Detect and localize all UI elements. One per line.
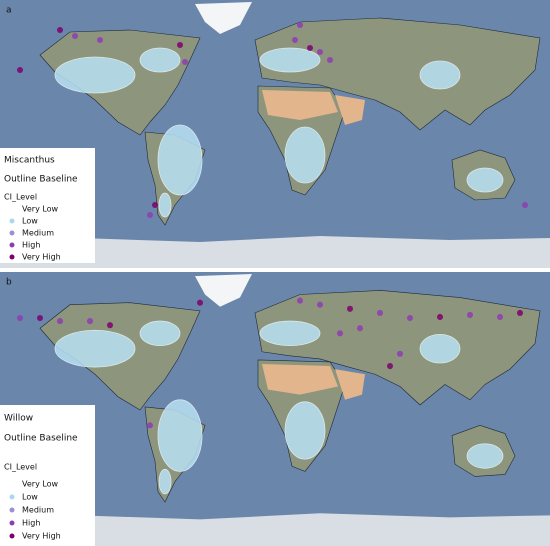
- ci-point: [327, 57, 333, 63]
- legend-label: Very High: [22, 532, 61, 541]
- ci-point: [307, 45, 313, 51]
- legend-label: Very Low: [22, 480, 59, 489]
- ci-point: [152, 202, 158, 208]
- legend-heading: CI_Level: [4, 193, 37, 202]
- ci-point: [17, 67, 23, 73]
- ci-point: [37, 314, 43, 322]
- ci-point: [497, 313, 503, 321]
- suitability-area: [419, 333, 461, 364]
- ci-point: [87, 318, 93, 325]
- legend-box: [0, 405, 95, 546]
- greenland: [195, 2, 252, 34]
- ci-point: [437, 313, 443, 321]
- suitability-area: [284, 401, 326, 460]
- suitability-area: [284, 126, 326, 184]
- ci-point: [522, 202, 528, 208]
- ci-point: [147, 212, 153, 218]
- ci-point: [107, 322, 113, 329]
- desert: [335, 369, 365, 400]
- legend-title: Willow: [4, 414, 33, 424]
- suitability-area: [158, 192, 172, 218]
- suitability-area: [466, 167, 504, 193]
- ci-point: [357, 325, 363, 332]
- ci-point: [407, 314, 413, 322]
- suitability-area: [139, 320, 181, 347]
- ci-point: [177, 42, 183, 48]
- ci-point: [147, 422, 153, 429]
- suitability-area: [466, 443, 504, 469]
- ci-point: [517, 309, 523, 316]
- suitability-area: [157, 124, 203, 196]
- panel-label: a: [6, 6, 12, 16]
- legend-marker: [9, 533, 15, 539]
- ci-point: [317, 301, 323, 308]
- legend-label: Low: [22, 217, 38, 226]
- ci-point: [387, 362, 393, 370]
- legend-marker: [9, 494, 15, 500]
- legend-label: Medium: [22, 506, 54, 515]
- legend-box: [0, 148, 95, 263]
- ci-point: [467, 311, 473, 319]
- legend-marker: [9, 206, 15, 212]
- antarctica: [0, 513, 550, 546]
- desert: [262, 364, 338, 395]
- panel-label: b: [6, 278, 12, 288]
- ci-point: [97, 37, 103, 43]
- legend-title: Miscanthus: [4, 156, 55, 166]
- legend-label: High: [22, 519, 40, 528]
- legend-label: Medium: [22, 229, 54, 238]
- legend-subtitle: Outline Baseline: [4, 175, 78, 185]
- antarctica: [0, 236, 550, 268]
- ci-point: [57, 27, 63, 33]
- ci-point: [72, 33, 78, 39]
- legend-marker: [9, 481, 15, 487]
- legend-marker: [9, 254, 15, 260]
- suitability-area: [259, 47, 321, 73]
- legend-label: Very High: [22, 253, 61, 262]
- ci-point: [317, 49, 323, 55]
- ci-point: [57, 318, 63, 325]
- suitability-area: [139, 47, 181, 73]
- legend-subtitle: Outline Baseline: [4, 434, 78, 444]
- legend-marker: [9, 230, 15, 236]
- ci-point: [197, 299, 203, 306]
- legend-label: Very Low: [22, 205, 59, 214]
- suitability-area: [157, 399, 203, 472]
- land: [254, 17, 541, 131]
- suitability-area: [419, 60, 461, 90]
- desert: [262, 90, 338, 120]
- legend-marker: [9, 520, 15, 526]
- ci-point: [297, 297, 303, 304]
- ci-point: [377, 309, 383, 316]
- ci-point: [182, 59, 188, 65]
- land: [254, 290, 541, 406]
- legend-label: High: [22, 241, 40, 250]
- legend-marker: [9, 218, 15, 224]
- ci-point: [337, 330, 343, 337]
- suitability-area: [54, 329, 136, 368]
- desert: [335, 95, 365, 125]
- legend-heading: CI_Level: [4, 463, 37, 472]
- suitability-area: [54, 56, 136, 94]
- legend-marker: [9, 507, 15, 513]
- greenland: [195, 274, 252, 307]
- suitability-area: [259, 320, 321, 347]
- ci-point: [397, 350, 403, 357]
- ci-point: [297, 22, 303, 28]
- ci-point: [17, 314, 23, 322]
- ci-point: [347, 305, 353, 312]
- suitability-area: [158, 468, 172, 495]
- ci-point: [292, 37, 298, 43]
- legend-marker: [9, 242, 15, 248]
- legend-label: Low: [22, 493, 38, 502]
